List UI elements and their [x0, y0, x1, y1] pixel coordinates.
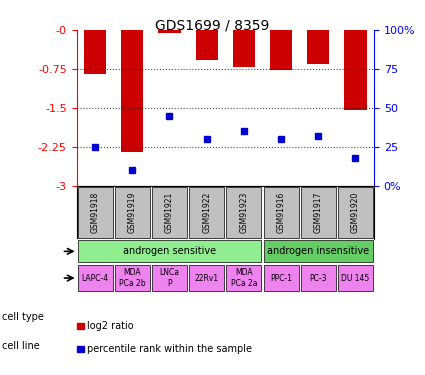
Text: LNCa
P: LNCa P	[159, 268, 179, 288]
FancyBboxPatch shape	[78, 187, 113, 238]
Text: log2 ratio: log2 ratio	[87, 321, 134, 331]
FancyBboxPatch shape	[227, 187, 261, 238]
FancyBboxPatch shape	[152, 265, 187, 291]
Bar	[121, 30, 143, 152]
Bar	[158, 30, 181, 33]
Bar	[307, 30, 329, 64]
Text: GSM91921: GSM91921	[165, 192, 174, 233]
Text: cell line: cell line	[2, 341, 40, 351]
FancyBboxPatch shape	[301, 265, 336, 291]
FancyBboxPatch shape	[227, 265, 261, 291]
FancyBboxPatch shape	[264, 265, 298, 291]
Text: GSM91922: GSM91922	[202, 192, 211, 233]
Bar	[84, 30, 106, 74]
Text: MDA
PCa 2b: MDA PCa 2b	[119, 268, 146, 288]
Text: 22Rv1: 22Rv1	[195, 273, 219, 282]
Text: androgen insensitive: androgen insensitive	[267, 246, 369, 256]
FancyBboxPatch shape	[189, 265, 224, 291]
FancyBboxPatch shape	[301, 187, 336, 238]
FancyBboxPatch shape	[189, 187, 224, 238]
Text: GSM91923: GSM91923	[239, 192, 248, 233]
FancyBboxPatch shape	[338, 187, 373, 238]
FancyBboxPatch shape	[115, 265, 150, 291]
FancyBboxPatch shape	[264, 187, 298, 238]
Text: cell type: cell type	[2, 312, 44, 322]
Text: PC-3: PC-3	[309, 273, 327, 282]
Text: GSM91917: GSM91917	[314, 192, 323, 233]
FancyBboxPatch shape	[264, 240, 373, 262]
FancyBboxPatch shape	[78, 265, 113, 291]
Bar	[232, 30, 255, 68]
Bar	[270, 30, 292, 70]
FancyBboxPatch shape	[78, 240, 261, 262]
Bar	[196, 30, 218, 60]
Text: androgen sensitive: androgen sensitive	[123, 246, 216, 256]
Text: LAPC-4: LAPC-4	[82, 273, 109, 282]
Text: GDS1699 / 8359: GDS1699 / 8359	[155, 19, 270, 33]
FancyBboxPatch shape	[152, 187, 187, 238]
Text: GSM91919: GSM91919	[128, 192, 137, 233]
Text: GSM91916: GSM91916	[277, 192, 286, 233]
Text: GSM91918: GSM91918	[91, 192, 99, 233]
Text: MDA
PCa 2a: MDA PCa 2a	[231, 268, 257, 288]
FancyBboxPatch shape	[115, 187, 150, 238]
FancyBboxPatch shape	[338, 265, 373, 291]
Text: percentile rank within the sample: percentile rank within the sample	[87, 344, 252, 354]
Text: DU 145: DU 145	[341, 273, 369, 282]
Text: PPC-1: PPC-1	[270, 273, 292, 282]
Text: GSM91920: GSM91920	[351, 192, 360, 233]
Bar	[344, 30, 366, 111]
